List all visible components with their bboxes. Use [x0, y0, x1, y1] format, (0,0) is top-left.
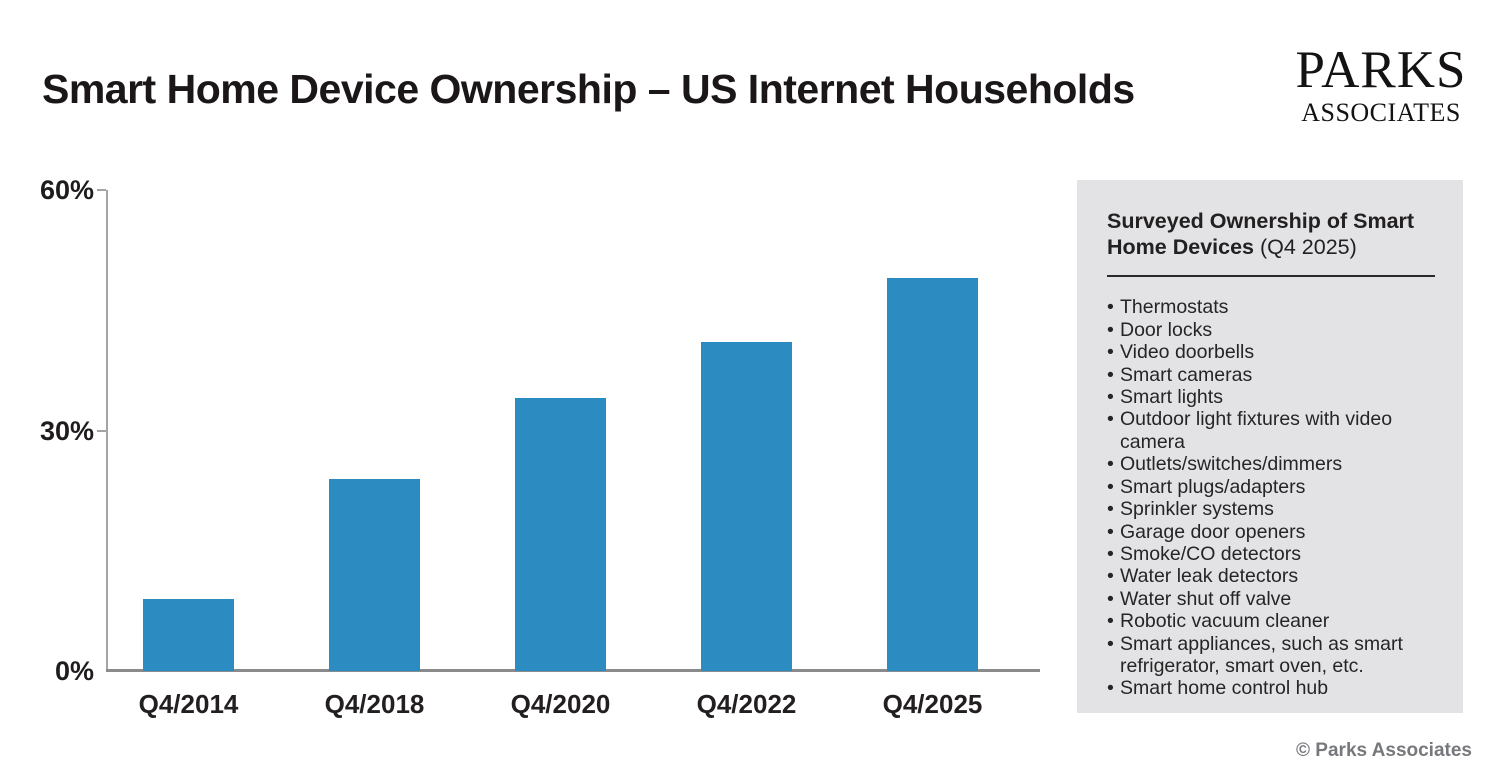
x-axis-label: Q4/2014: [138, 689, 239, 719]
y-axis-label: 0%: [54, 656, 94, 686]
list-item: Robotic vacuum cleaner: [1107, 610, 1435, 632]
panel-divider: [1107, 275, 1435, 278]
parks-associates-logo: PARKS ASSOCIATES: [1286, 44, 1476, 126]
page-title: Smart Home Device Ownership – US Interne…: [42, 66, 1135, 112]
y-axis-tick: [97, 429, 106, 432]
panel-title: Surveyed Ownership of Smart Home Devices…: [1107, 208, 1435, 260]
surveyed-devices-panel: Surveyed Ownership of Smart Home Devices…: [1077, 180, 1463, 713]
list-item: Smart plugs/adapters: [1107, 476, 1435, 498]
x-axis-label: Q4/2022: [696, 689, 797, 719]
panel-title-regular: (Q4 2025): [1259, 235, 1357, 260]
y-axis-tick: [97, 189, 106, 191]
x-axis-label: Q4/2018: [324, 689, 425, 719]
panel-title-bold: Surveyed Ownership of Smart Home Devices: [1107, 209, 1415, 260]
device-list: ThermostatsDoor locksVideo doorbellsSmar…: [1107, 296, 1435, 699]
bar-Q4/2018: [329, 478, 420, 671]
list-item: Sprinkler systems: [1107, 498, 1435, 520]
logo-line-parks: PARKS: [1295, 41, 1467, 99]
y-axis-label: 30%: [39, 415, 94, 446]
list-item: Smart cameras: [1107, 364, 1435, 386]
x-axis-label: Q4/2020: [510, 689, 611, 719]
list-item: Door locks: [1107, 319, 1435, 341]
x-axis-label: Q4/2025: [882, 689, 983, 719]
list-item: Water shut off valve: [1107, 588, 1435, 610]
logo-line-associates: ASSOCIATES: [1301, 98, 1461, 127]
bar-Q4/2025: [887, 278, 978, 671]
list-item: Water leak detectors: [1107, 565, 1435, 587]
list-item: Smart appliances, such as smart refriger…: [1107, 633, 1435, 678]
bar-Q4/2020: [515, 398, 606, 671]
list-item: Outdoor light fixtures with video camera: [1107, 408, 1435, 453]
y-axis-line: [106, 190, 108, 671]
list-item: Video doorbells: [1107, 341, 1435, 363]
bar-Q4/2022: [701, 342, 792, 671]
copyright-text: © Parks Associates: [1296, 740, 1472, 761]
y-axis-label: 60%: [39, 175, 94, 205]
list-item: Smart lights: [1107, 386, 1435, 408]
list-item: Outlets/switches/dimmers: [1107, 453, 1435, 475]
list-item: Thermostats: [1107, 296, 1435, 318]
bar-Q4/2014: [143, 598, 234, 671]
list-item: Smoke/CO detectors: [1107, 543, 1435, 565]
list-item: Garage door openers: [1107, 521, 1435, 543]
list-item: Smart home control hub: [1107, 677, 1435, 699]
